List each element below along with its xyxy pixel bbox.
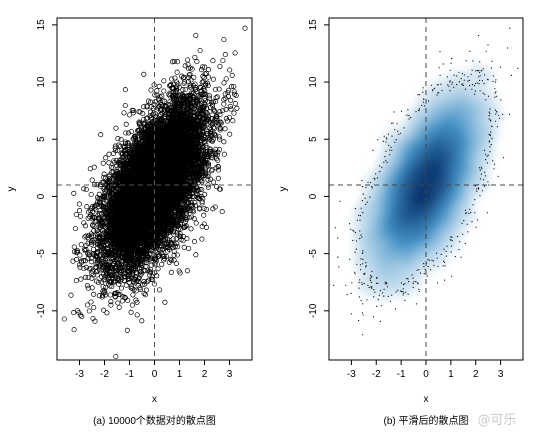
data-point bbox=[106, 160, 112, 166]
data-point bbox=[193, 252, 199, 258]
data-point bbox=[188, 226, 194, 232]
data-point bbox=[221, 151, 227, 157]
data-point bbox=[157, 287, 163, 293]
data-point bbox=[91, 305, 97, 311]
data-point bbox=[90, 272, 96, 278]
data-point bbox=[186, 245, 192, 251]
data-point bbox=[128, 128, 134, 135]
data-point bbox=[103, 155, 109, 161]
data-point bbox=[123, 130, 129, 136]
data-point bbox=[130, 292, 136, 298]
data-point bbox=[108, 302, 114, 308]
data-point bbox=[212, 86, 218, 93]
data-point bbox=[165, 248, 171, 254]
data-point bbox=[207, 146, 214, 152]
data-point bbox=[156, 97, 162, 103]
data-point bbox=[78, 276, 84, 282]
data-point bbox=[89, 275, 95, 281]
data-point bbox=[217, 109, 223, 115]
data-point bbox=[148, 87, 154, 93]
data-point bbox=[77, 312, 84, 318]
data-point bbox=[91, 291, 97, 297]
data-point bbox=[122, 141, 128, 147]
data-point bbox=[139, 318, 145, 324]
data-point bbox=[227, 103, 233, 109]
data-point bbox=[155, 266, 161, 272]
data-point bbox=[191, 239, 198, 245]
data-point bbox=[185, 57, 191, 63]
data-point bbox=[223, 76, 229, 82]
data-point bbox=[84, 302, 90, 308]
data-point bbox=[86, 308, 92, 314]
data-point bbox=[221, 139, 227, 145]
data-point bbox=[197, 47, 203, 54]
data-point bbox=[205, 67, 212, 73]
data-point bbox=[190, 209, 196, 215]
data-point bbox=[89, 177, 95, 183]
data-point bbox=[136, 278, 142, 285]
data-point bbox=[71, 327, 77, 333]
data-point bbox=[199, 64, 206, 70]
data-point bbox=[76, 201, 82, 207]
data-point bbox=[216, 147, 223, 153]
data-point bbox=[211, 119, 217, 125]
data-point bbox=[71, 244, 77, 250]
data-point bbox=[175, 244, 181, 250]
data-point bbox=[173, 260, 179, 266]
data-point bbox=[161, 78, 167, 84]
data-point bbox=[142, 292, 148, 298]
data-point bbox=[174, 252, 180, 258]
data-point bbox=[123, 121, 129, 127]
data-point bbox=[161, 88, 167, 94]
data-point bbox=[101, 307, 107, 313]
data-point bbox=[126, 130, 132, 136]
data-point bbox=[140, 116, 147, 123]
data-point bbox=[168, 269, 174, 275]
data-point bbox=[169, 76, 175, 82]
data-point bbox=[123, 282, 129, 288]
data-point bbox=[107, 292, 113, 298]
data-point bbox=[228, 97, 234, 103]
data-point bbox=[116, 304, 122, 310]
data-point bbox=[113, 353, 119, 360]
data-point bbox=[77, 213, 84, 219]
data-point bbox=[78, 242, 84, 248]
data-point bbox=[232, 91, 238, 97]
data-point bbox=[119, 298, 125, 304]
data-point bbox=[207, 146, 213, 152]
data-point bbox=[154, 88, 160, 94]
data-point bbox=[223, 116, 229, 122]
data-point bbox=[71, 190, 77, 196]
data-point bbox=[194, 59, 200, 65]
data-point bbox=[193, 32, 199, 38]
data-point bbox=[84, 283, 90, 289]
data-point bbox=[68, 292, 74, 298]
data-point bbox=[118, 285, 125, 291]
data-point bbox=[227, 67, 233, 73]
data-point bbox=[242, 25, 248, 31]
data-point bbox=[82, 223, 89, 229]
data-point bbox=[88, 191, 94, 198]
data-point bbox=[146, 277, 152, 283]
data-point bbox=[108, 164, 115, 170]
data-point bbox=[106, 151, 112, 157]
data-point bbox=[224, 118, 230, 124]
data-point bbox=[61, 316, 67, 322]
data-point bbox=[154, 273, 160, 279]
data-point bbox=[171, 248, 177, 255]
